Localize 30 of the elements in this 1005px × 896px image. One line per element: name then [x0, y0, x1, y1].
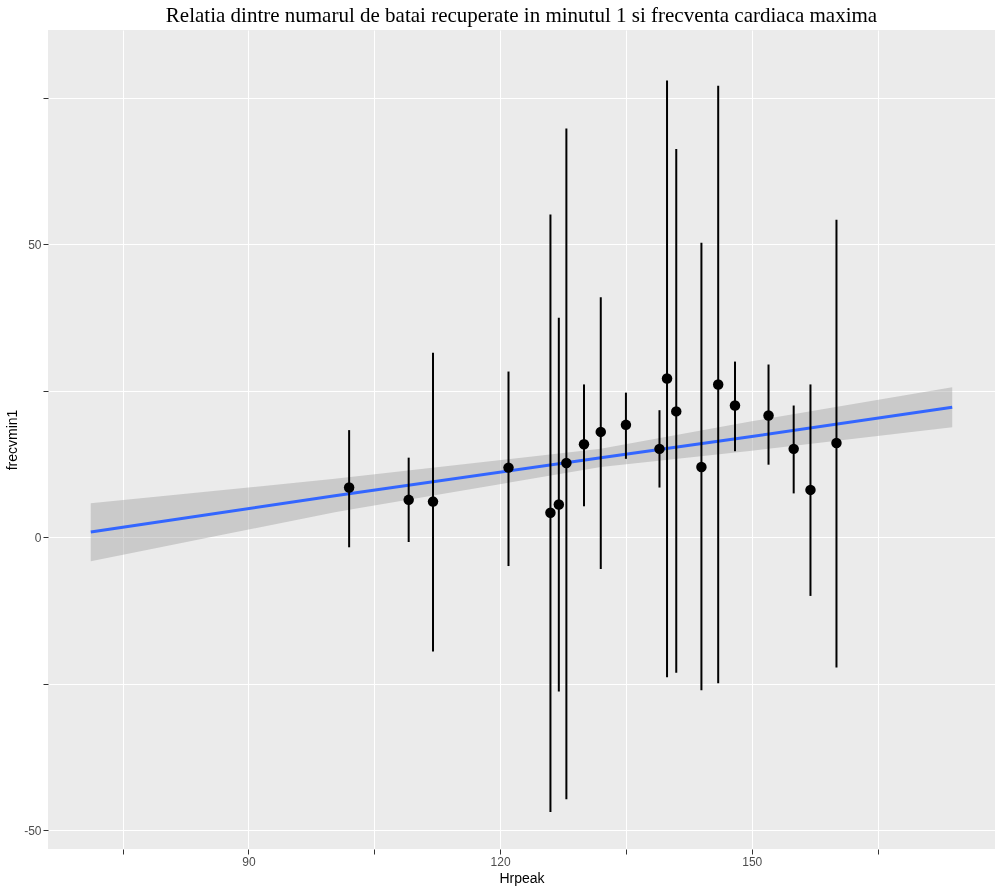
point — [545, 507, 556, 518]
y-tick-label: -50 — [24, 823, 42, 838]
x-tick-label: 150 — [742, 854, 763, 869]
x-tick-label: 120 — [490, 854, 511, 869]
point — [595, 426, 607, 438]
y-axis-title: frecvmin1 — [4, 409, 21, 471]
point — [503, 462, 514, 473]
point — [805, 484, 816, 496]
point — [671, 406, 682, 417]
point — [763, 410, 774, 421]
point — [553, 499, 565, 510]
point — [729, 400, 741, 411]
x-tick-label: 90 — [242, 854, 256, 869]
point — [561, 457, 572, 469]
y-tick-label: 0 — [34, 530, 42, 545]
point — [696, 461, 707, 473]
x-axis-title: Hrpeak — [499, 869, 546, 886]
y-tick-label: 50 — [28, 237, 42, 252]
point — [343, 482, 355, 493]
line-series — [89, 405, 954, 534]
point — [578, 438, 590, 450]
point — [654, 443, 665, 455]
point — [788, 443, 799, 455]
chart-title: Relatia dintre numarul de batai recuperate in minutul 1 si frecventa cardiaca maxima — [165, 3, 878, 27]
point — [831, 437, 842, 449]
point — [620, 419, 632, 431]
point — [712, 379, 724, 390]
point — [403, 494, 414, 506]
point — [661, 373, 673, 384]
point — [427, 496, 439, 507]
